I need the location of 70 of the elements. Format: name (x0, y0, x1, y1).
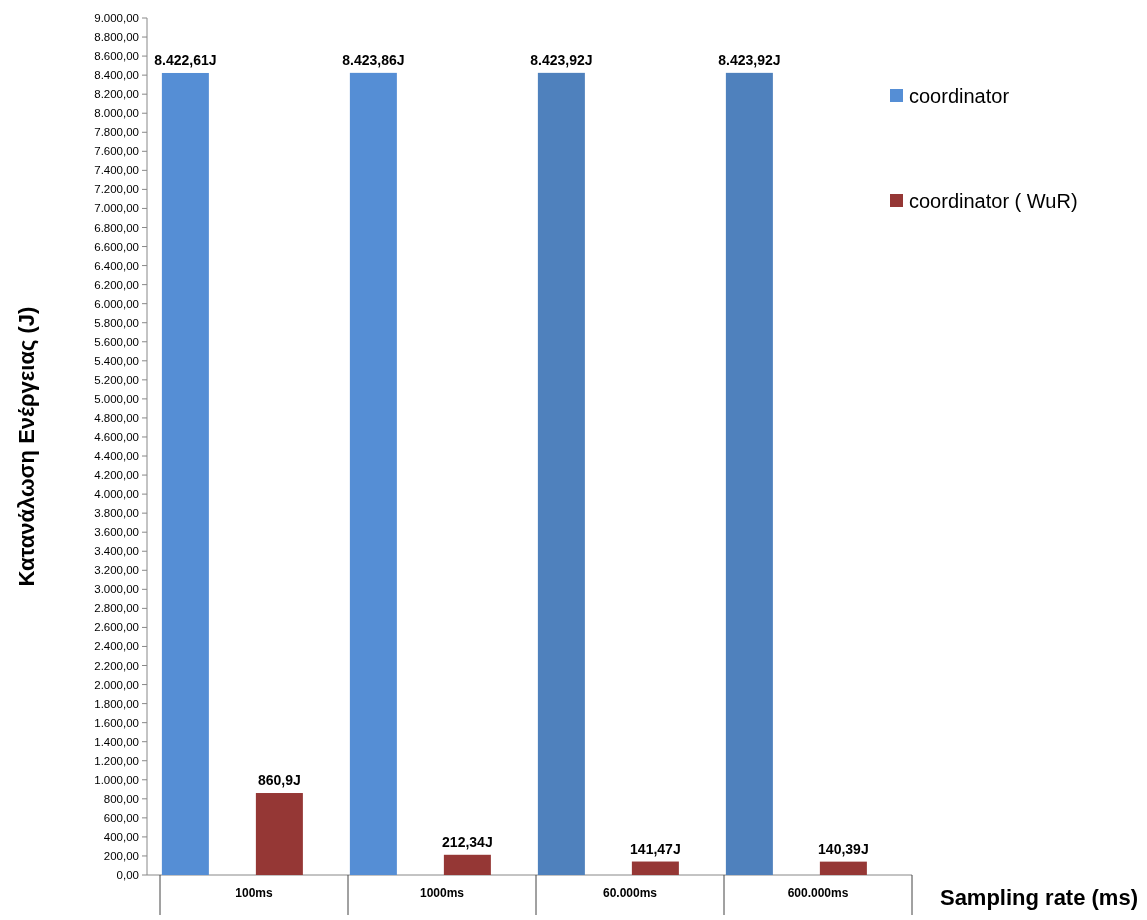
y-tick-label: 3.400,00 (94, 545, 139, 558)
y-tick-label: 5.400,00 (94, 354, 139, 367)
y-tick-label: 5.000,00 (94, 392, 139, 405)
y-tick-label: 6.600,00 (94, 240, 139, 253)
y-tick-label: 3.600,00 (94, 526, 139, 539)
data-label: 212,34J (442, 833, 493, 850)
y-tick-label: 9.000,00 (94, 12, 139, 25)
y-tick-label: 7.600,00 (94, 145, 139, 158)
bar (725, 72, 773, 875)
legend-label: coordinator ( WuR) (909, 190, 1078, 212)
y-tick-label: 2.000,00 (94, 678, 139, 691)
bar (537, 72, 585, 875)
data-label: 8.423,86J (342, 51, 405, 68)
y-tick-label: 4.200,00 (94, 469, 139, 482)
y-tick-label: 5.200,00 (94, 373, 139, 386)
y-tick-label: 7.200,00 (94, 183, 139, 196)
y-tick-label: 2.400,00 (94, 640, 139, 653)
y-tick-label: 8.000,00 (94, 107, 139, 120)
bar (255, 793, 303, 875)
y-tick-label: 1.400,00 (94, 735, 139, 748)
x-tick-label: 100ms (235, 886, 273, 901)
y-tick-label: 4.800,00 (94, 411, 139, 424)
y-tick-label: 7.400,00 (94, 164, 139, 177)
y-tick-label: 1.200,00 (94, 754, 139, 767)
y-tick-label: 8.600,00 (94, 50, 139, 63)
bar (349, 72, 397, 875)
bar (161, 72, 209, 875)
data-label: 141,47J (630, 840, 681, 857)
y-tick-label: 0,00 (116, 869, 139, 882)
y-tick-label: 6.800,00 (94, 221, 139, 234)
y-tick-label: 5.800,00 (94, 316, 139, 329)
y-tick-label: 200,00 (103, 849, 139, 862)
y-tick-label: 8.200,00 (94, 88, 139, 101)
y-tick-label: 600,00 (103, 811, 139, 824)
y-tick-label: 1.800,00 (94, 697, 139, 710)
x-axis-title: Sampling rate (ms) (939, 885, 1138, 910)
y-tick-label: 4.000,00 (94, 488, 139, 501)
bar (631, 861, 679, 875)
y-tick-label: 7.800,00 (94, 126, 139, 139)
y-tick-label: 1.000,00 (94, 773, 139, 786)
y-tick-label: 800,00 (103, 792, 139, 805)
y-tick-label: 3.800,00 (94, 507, 139, 520)
x-tick-label: 1000ms (419, 886, 465, 901)
data-label: 8.423,92J (530, 51, 593, 68)
legend-label: coordinator (909, 85, 1010, 107)
bar (443, 854, 491, 875)
y-tick-label: 8.800,00 (94, 31, 139, 44)
x-tick-label: 600.000ms (787, 886, 849, 901)
y-tick-label: 6.200,00 (94, 278, 139, 291)
data-label: 8.422,61J (154, 51, 217, 68)
y-tick-label: 2.800,00 (94, 602, 139, 615)
y-tick-label: 8.400,00 (94, 69, 139, 82)
y-tick-label: 6.000,00 (94, 297, 139, 310)
y-tick-label: 5.600,00 (94, 335, 139, 348)
y-tick-label: 2.600,00 (94, 621, 139, 634)
x-tick-label: 60.000ms (602, 886, 658, 901)
data-label: 8.423,92J (718, 51, 781, 68)
y-tick-label: 3.000,00 (94, 583, 139, 596)
y-tick-label: 400,00 (103, 830, 139, 843)
data-label: 140,39J (818, 840, 869, 857)
bar (819, 861, 867, 875)
y-tick-label: 2.200,00 (94, 659, 139, 672)
data-label: 860,9J (257, 772, 301, 789)
y-tick-label: 6.400,00 (94, 259, 139, 272)
y-tick-label: 3.200,00 (94, 564, 139, 577)
y-tick-label: 4.600,00 (94, 431, 139, 443)
y-tick-label: 1.600,00 (94, 716, 139, 729)
y-tick-label: 7.000,00 (94, 202, 139, 215)
y-tick-label: 4.400,00 (94, 450, 139, 463)
y-axis-title: Κατανάλωση Ενέργειας (J) (14, 306, 39, 587)
